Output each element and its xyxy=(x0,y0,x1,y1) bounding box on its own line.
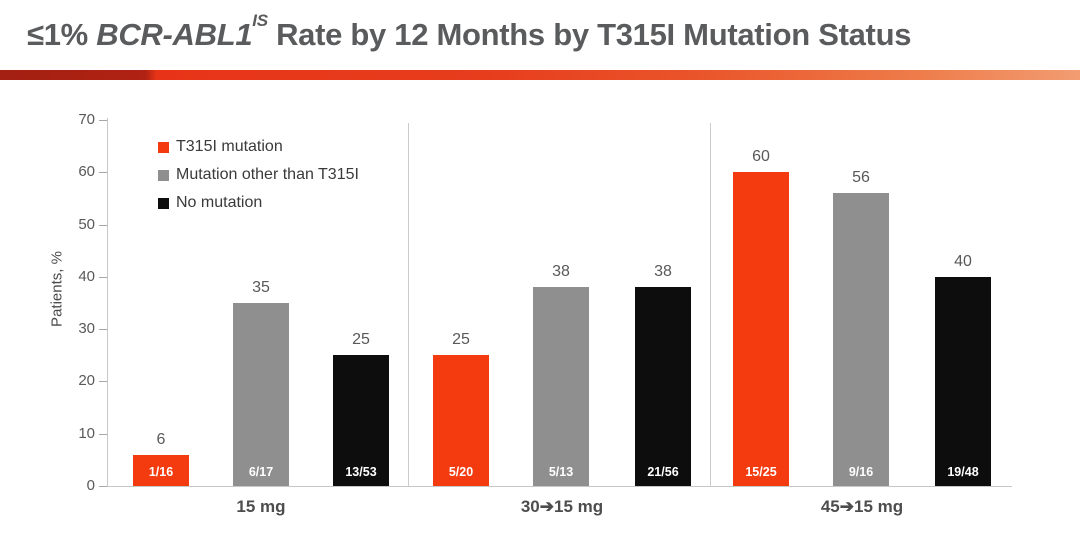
page-title: ≤1% BCR-ABL1IS Rate by 12 Months by T315… xyxy=(27,11,912,53)
bar-fraction-label: 1/16 xyxy=(148,465,174,479)
y-tick-mark xyxy=(99,224,107,226)
bar-value-label: 35 xyxy=(252,279,270,296)
x-axis-line xyxy=(107,486,1012,487)
y-tick-label: 50 xyxy=(78,215,95,233)
legend-swatch-no-mutation xyxy=(158,197,169,209)
legend-swatch-t315i-mutation xyxy=(158,141,169,153)
legend-label: Mutation other than T315I xyxy=(176,166,359,183)
y-axis-line xyxy=(107,118,108,486)
legend-label: T315I mutation xyxy=(176,138,283,155)
bar-fraction-label: 5/20 xyxy=(448,465,474,479)
title-gene-name: BCR-ABL1IS xyxy=(96,11,268,52)
bar-no-mutation-45-15-mg xyxy=(935,276,991,486)
y-tick-mark xyxy=(99,381,107,383)
y-tick-mark xyxy=(99,172,107,174)
bar-no-mutation-30-15-mg xyxy=(635,287,691,486)
y-tick-label: 60 xyxy=(78,163,95,181)
group-divider xyxy=(710,123,711,486)
legend-item-t315i-mutation: T315I mutation xyxy=(158,136,283,158)
legend-swatch-mutation-other-than-t315i xyxy=(158,169,169,181)
bar-fraction-label: 9/16 xyxy=(848,465,874,479)
group-divider xyxy=(408,123,409,486)
bar-value-label: 60 xyxy=(752,148,770,166)
title-superscript: IS xyxy=(252,11,268,30)
y-tick-label: 0 xyxy=(86,477,95,494)
bar-t315i-mutation-15-mg xyxy=(133,454,189,486)
bar-value-label: 38 xyxy=(654,263,672,281)
bar-fraction-label: 5/13 xyxy=(548,465,574,479)
y-tick-mark xyxy=(99,433,107,435)
title-rest: Rate by 12 Months by T315I Mutation Stat… xyxy=(267,17,912,52)
x-category-label-15-mg: 15 mg xyxy=(236,497,286,516)
y-tick-mark xyxy=(99,120,107,121)
y-tick-label: 40 xyxy=(78,267,95,285)
bar-value-label: 25 xyxy=(352,331,370,349)
bar-fraction-label: 19/48 xyxy=(947,465,979,479)
bar-value-label: 56 xyxy=(852,169,870,187)
y-tick-label: 70 xyxy=(78,111,95,128)
bar-value-label: 38 xyxy=(552,263,570,281)
x-category-label-45-15-mg: 45➔15 mg xyxy=(820,497,904,516)
y-tick-label: 30 xyxy=(78,320,95,338)
y-tick-mark xyxy=(99,486,107,487)
bar-mutation-other-than-t315i-30-15-mg xyxy=(533,287,589,486)
bar-mutation-other-than-t315i-45-15-mg xyxy=(833,193,889,486)
y-axis-title: Patients, % xyxy=(48,251,66,327)
bar-t315i-mutation-45-15-mg xyxy=(733,172,789,486)
y-tick-mark xyxy=(99,329,107,331)
y-tick-label: 10 xyxy=(78,424,95,442)
bar-value-label: 40 xyxy=(954,252,972,270)
bar-fraction-label: 13/53 xyxy=(345,465,377,479)
bar-no-mutation-15-mg xyxy=(333,355,389,486)
bar-fraction-label: 21/56 xyxy=(647,465,679,479)
y-tick-mark xyxy=(99,276,107,278)
bar-mutation-other-than-t315i-15-mg xyxy=(233,303,289,486)
legend-item-no-mutation: No mutation xyxy=(158,192,262,214)
legend-label: No mutation xyxy=(176,194,263,211)
bar-t315i-mutation-30-15-mg xyxy=(433,355,489,486)
x-category-label-30-15-mg: 30➔15 mg xyxy=(520,497,604,516)
title-prefix: ≤1% xyxy=(27,17,97,52)
bar-value-label: 6 xyxy=(156,430,166,448)
bar-value-label: 25 xyxy=(452,331,470,349)
bar-fraction-label: 15/25 xyxy=(745,465,777,479)
legend-item-mutation-other-than-t315i: Mutation other than T315I xyxy=(158,164,359,186)
bar-fraction-label: 6/17 xyxy=(248,465,274,479)
accent-divider xyxy=(0,70,1080,80)
y-tick-label: 20 xyxy=(78,372,95,390)
